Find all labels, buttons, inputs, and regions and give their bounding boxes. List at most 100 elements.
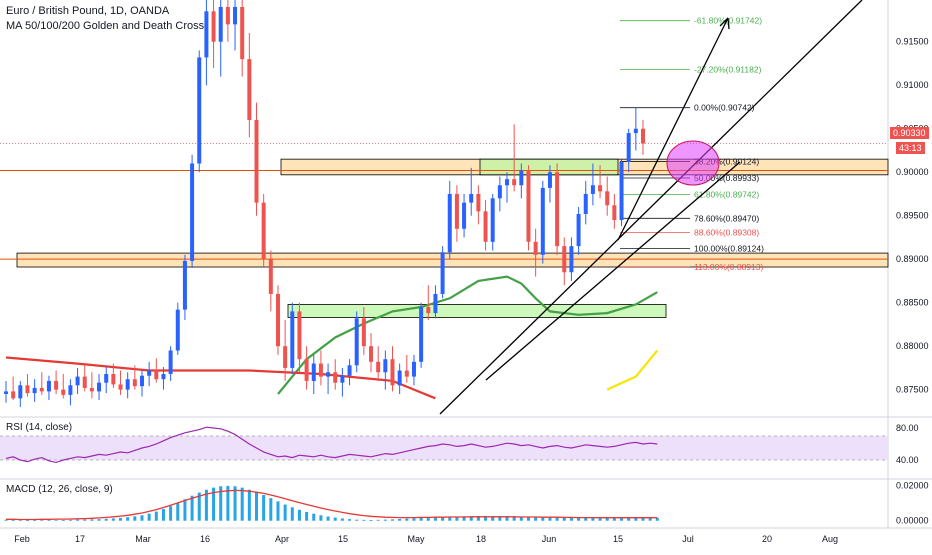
candle-body — [497, 185, 502, 199]
macd-histogram-bar — [641, 517, 645, 521]
candle-body — [89, 387, 94, 392]
candle — [225, 0, 230, 42]
candle — [612, 193, 617, 229]
macd-histogram-bar — [276, 501, 280, 521]
candle — [497, 176, 502, 212]
candle-body — [211, 11, 216, 42]
candle — [111, 363, 116, 388]
macd-histogram-bar — [262, 495, 266, 521]
candle — [118, 370, 123, 395]
candle-body — [161, 373, 166, 380]
candle-body — [490, 198, 495, 242]
candle — [390, 346, 395, 392]
macd-histogram-bar — [433, 517, 437, 521]
macd-histogram-bar — [441, 516, 445, 521]
arrow-head — [719, 17, 730, 30]
candle — [261, 193, 266, 268]
candle — [104, 367, 109, 394]
candle-body — [225, 6, 230, 25]
fib-level-label: -27.20%(0.91182) — [694, 64, 762, 74]
zone-orange — [16, 252, 889, 268]
rsi-tick-label: 80.00 — [896, 423, 919, 433]
macd-histogram-bar — [548, 517, 552, 521]
macd-histogram-bar — [605, 518, 609, 521]
candle — [397, 363, 402, 394]
candle-body — [11, 391, 16, 399]
macd-histogram-bar — [226, 485, 230, 521]
candle — [347, 359, 352, 386]
candle — [139, 370, 144, 397]
candle — [304, 346, 309, 390]
candle — [590, 163, 595, 206]
candle — [97, 373, 102, 401]
candle-body — [61, 389, 66, 395]
candle — [404, 354, 409, 383]
candle-body — [626, 133, 631, 162]
macd-histogram-bar — [505, 516, 509, 521]
macd-histogram-bar — [176, 502, 180, 521]
macd-histogram-bar — [519, 516, 523, 521]
candle — [254, 102, 259, 216]
macd-histogram-bar — [140, 515, 144, 521]
candle — [161, 367, 166, 390]
macd-histogram-bar — [133, 516, 137, 521]
macd-histogram-bar — [269, 498, 273, 521]
candle-body — [519, 170, 524, 186]
candle-body — [254, 120, 259, 203]
candle — [154, 358, 159, 383]
candle-body — [483, 211, 488, 242]
candle-body — [426, 307, 431, 314]
macd-histogram-bar — [154, 511, 158, 521]
chart-title: Euro / British Pound, 1D, OANDA — [6, 5, 170, 17]
candle-body — [641, 128, 645, 144]
candle — [197, 50, 202, 173]
candle-body — [75, 376, 80, 386]
candle-body — [168, 350, 173, 374]
candle-body — [97, 382, 102, 392]
candle-body — [462, 202, 467, 229]
macd-histogram-bar — [147, 513, 151, 521]
time-tick-label: 17 — [75, 534, 85, 544]
candle — [426, 285, 431, 321]
candle-body — [326, 372, 331, 377]
candle-body — [583, 193, 588, 214]
price-tick-label: 0.91500 — [896, 37, 929, 47]
candle-body — [132, 379, 137, 387]
candle — [46, 375, 51, 401]
candle — [318, 350, 323, 386]
macd-histogram-bar — [448, 516, 452, 521]
macd-histogram-bar — [462, 516, 466, 521]
candle — [268, 250, 273, 312]
macd-histogram-bar — [190, 495, 194, 521]
candle — [505, 172, 510, 203]
candle — [89, 372, 94, 399]
macd-histogram-bar — [247, 489, 251, 521]
macd-histogram-bar — [104, 518, 108, 521]
macd-histogram-bar — [68, 519, 72, 521]
candle — [547, 165, 552, 203]
macd-histogram-bar — [240, 487, 244, 521]
macd-histogram-bar — [383, 519, 387, 521]
candle — [562, 237, 567, 286]
price-tick-label: 0.90000 — [896, 167, 929, 177]
macd-histogram-bar — [534, 516, 538, 521]
macd-histogram-bar — [469, 516, 473, 521]
fib-level-label: 88.60%(0.89308) — [694, 227, 759, 237]
last-price-badge: 0.90330 — [890, 127, 929, 139]
candle-body — [204, 11, 209, 58]
macd-histogram-bar — [312, 513, 316, 521]
candle — [569, 237, 574, 281]
macd-histogram-bar — [126, 517, 130, 521]
candle — [275, 285, 280, 355]
macd-histogram-bar — [25, 520, 29, 521]
macd-histogram-bar — [54, 519, 58, 521]
macd-histogram-bar — [555, 517, 559, 521]
candle — [476, 185, 481, 225]
macd-histogram-bar — [426, 517, 430, 521]
candle-body — [533, 241, 538, 255]
macd-histogram-bar — [183, 499, 187, 521]
macd-histogram-bar — [119, 517, 123, 521]
fib-level-label: 0.00%(0.90742) — [694, 103, 755, 113]
macd-histogram-bar — [491, 516, 495, 521]
